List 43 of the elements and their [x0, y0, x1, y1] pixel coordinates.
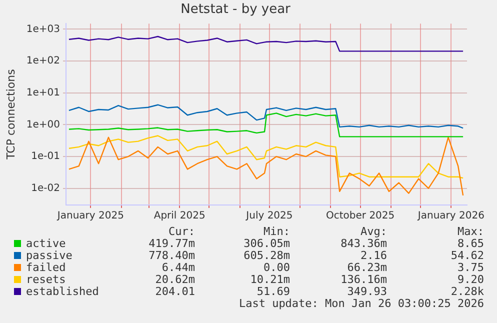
y-axis-title: TCP connections: [4, 68, 18, 160]
x-tick-label: January 2026: [416, 210, 484, 222]
legend-label: passive: [26, 249, 72, 262]
legend-label: failed: [26, 261, 66, 274]
legend-label: established: [26, 285, 99, 298]
text: 20.62m: [154, 273, 195, 286]
x-tick-label: January 2025: [56, 210, 124, 222]
text: 204.01: [154, 285, 195, 298]
text: Min:: [262, 225, 290, 238]
text: Last update: Mon Jan 26 03:00:25 2026: [238, 297, 484, 310]
text: 419.77m: [148, 237, 195, 250]
text: 54.62: [450, 249, 484, 262]
x-tick-label: July 2025: [245, 210, 293, 222]
text: Avg:: [360, 225, 387, 238]
y-tick-label: 1e+02: [26, 56, 60, 67]
text: 3.75: [456, 261, 484, 274]
text: 778.40m: [148, 249, 195, 262]
legend-label: active: [26, 237, 66, 250]
text: 843.36m: [340, 237, 387, 250]
legend-label: resets: [26, 273, 66, 286]
text: Max:: [456, 225, 484, 238]
text: 9.20: [456, 273, 484, 286]
chart-title: Netstat - by year: [180, 2, 292, 18]
y-tick-label: 1e+03: [26, 24, 60, 35]
text: 10.21m: [249, 273, 290, 286]
x-tick-label: April 2025: [154, 210, 206, 222]
text: 306.05m: [242, 237, 290, 250]
y-tick-label: 1e-01: [31, 151, 60, 162]
text: 605.28m: [242, 249, 290, 262]
y-tick-label: 1e-02: [31, 182, 60, 194]
text: 2.28k: [450, 285, 484, 298]
text: 136.16m: [340, 273, 387, 286]
text: 8.65: [456, 237, 484, 250]
text: 2.16: [360, 249, 387, 262]
text: 51.69: [256, 285, 290, 298]
text: 66.23m: [346, 261, 387, 274]
text: 349.93: [346, 285, 387, 298]
text: 6.44m: [160, 261, 195, 274]
x-tick-label: October 2025: [326, 210, 395, 222]
y-tick-label: 1e+00: [26, 119, 60, 130]
text: 0.00: [262, 261, 290, 274]
text: Cur:: [168, 225, 195, 238]
y-tick-label: 1e+01: [26, 87, 60, 98]
